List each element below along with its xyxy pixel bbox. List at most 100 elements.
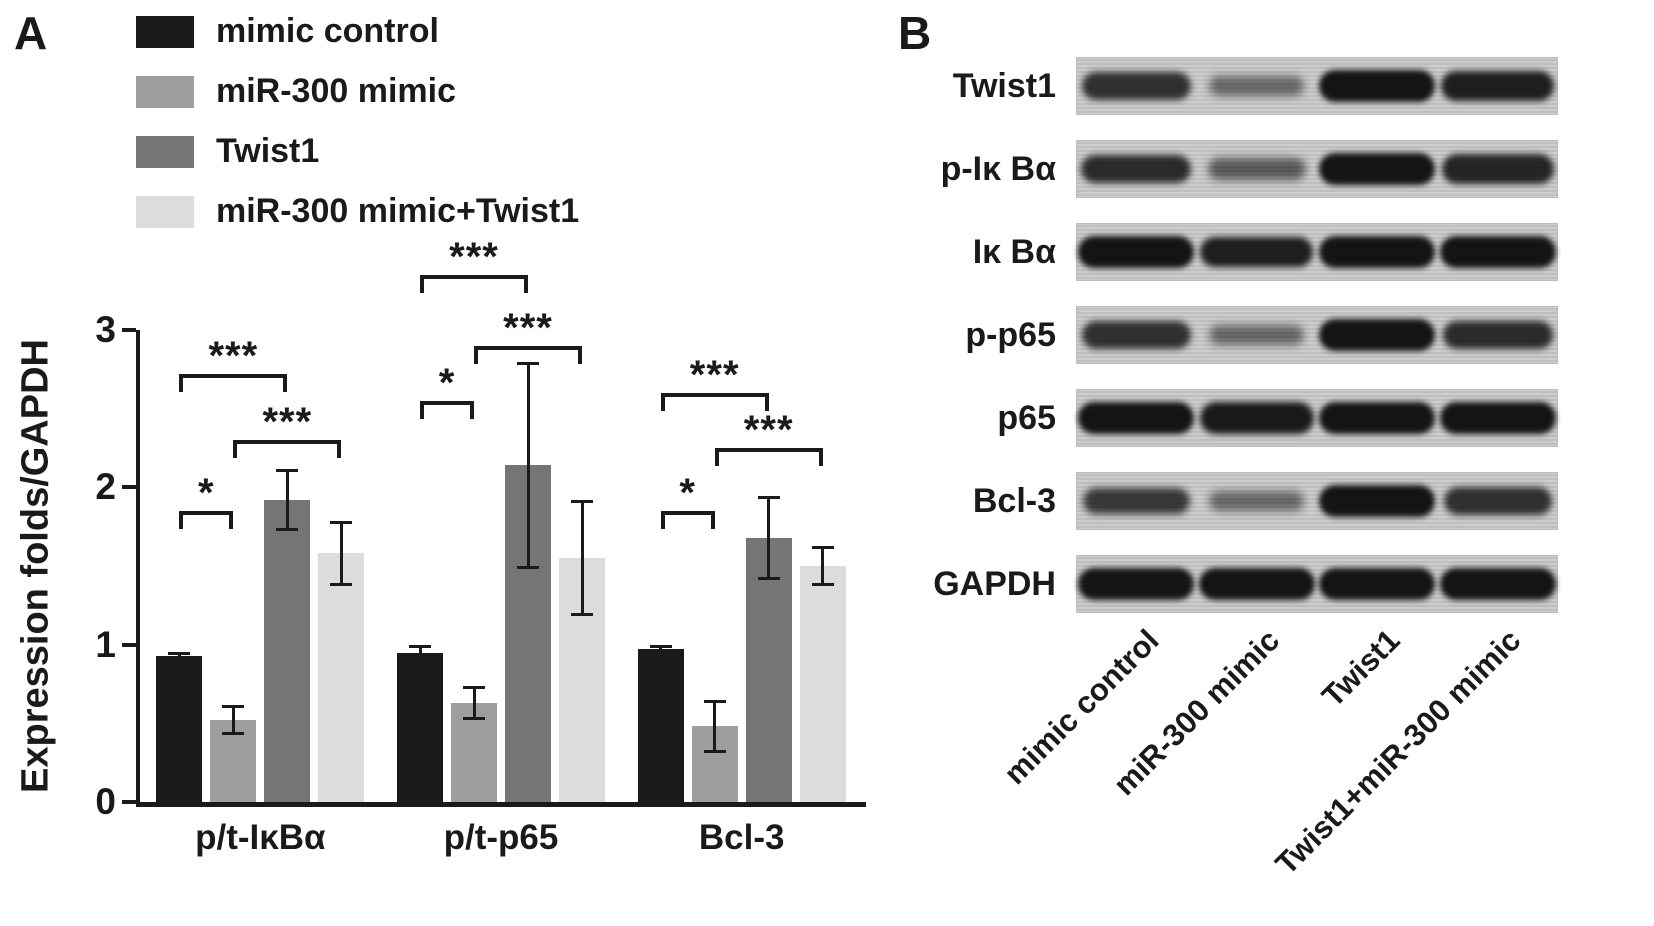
error-bar-cap <box>409 645 431 649</box>
significance-label: *** <box>743 408 794 452</box>
significance-bracket <box>233 440 342 459</box>
blot-band <box>1209 325 1305 345</box>
blot-band <box>1078 236 1195 268</box>
error-bar-cap <box>222 732 245 736</box>
error-bar <box>339 521 343 585</box>
legend-item: Twist1 <box>136 132 579 171</box>
error-bar-cap <box>276 527 299 531</box>
bar <box>637 649 684 802</box>
blot-band <box>1319 236 1436 268</box>
blot-row-label: Iκ Bα <box>972 233 1056 271</box>
significance-label: *** <box>689 352 740 397</box>
legend-label: miR-300 mimic <box>216 72 456 110</box>
y-tick-mark <box>122 485 136 490</box>
blot-row-label: p-p65 <box>965 316 1056 354</box>
error-bar-cap <box>330 520 353 524</box>
blot-band <box>1082 487 1190 515</box>
blot-row-label: GAPDH <box>933 565 1056 603</box>
blot-box <box>1076 472 1558 530</box>
significance-label: *** <box>262 400 313 445</box>
blot-band <box>1078 402 1195 434</box>
y-tick-mark <box>122 328 136 332</box>
blot-band <box>1319 402 1436 434</box>
significance-bracket <box>714 448 823 466</box>
blot-row-label: Bcl-3 <box>972 482 1056 520</box>
error-bar <box>526 363 530 568</box>
blot-row-label: p-Iκ Bα <box>940 150 1056 188</box>
y-tick-label: 3 <box>95 309 116 350</box>
bar <box>745 537 792 802</box>
error-bar <box>659 646 663 653</box>
y-tick-label: 1 <box>95 623 116 665</box>
blot-band <box>1198 568 1315 600</box>
blot-band <box>1443 487 1552 515</box>
significance-label: *** <box>503 305 553 350</box>
blot-band <box>1439 236 1556 268</box>
x-axis <box>136 802 866 807</box>
lane-label: Twist1+miR-300 mimic <box>1268 622 1528 882</box>
blot-band <box>1207 158 1306 180</box>
error-bar-cap <box>276 469 299 473</box>
y-tick-mark <box>122 642 136 647</box>
bar <box>318 553 365 802</box>
error-bar-cap <box>463 716 485 720</box>
significance-bracket <box>660 392 769 411</box>
legend-item: mimic control <box>136 12 579 51</box>
blot-box <box>1076 389 1558 447</box>
x-category-label: Bcl-3 <box>698 818 785 857</box>
y-tick-label: 2 <box>95 466 116 508</box>
blot-box <box>1076 306 1558 364</box>
error-bar-cap <box>409 656 431 660</box>
error-bar-cap <box>703 749 726 753</box>
error-bar-cap <box>517 565 539 569</box>
error-bar-cap <box>517 362 539 366</box>
error-bar <box>285 470 289 530</box>
error-bar-cap <box>811 582 834 586</box>
error-bar-cap <box>168 651 191 655</box>
legend-swatch <box>136 75 194 108</box>
blot-row-label: Twist1 <box>952 67 1056 105</box>
error-bar-cap <box>811 546 834 550</box>
bar <box>156 655 203 802</box>
error-bar <box>177 652 181 659</box>
bar <box>264 499 311 802</box>
blot-band <box>1319 70 1436 102</box>
error-bar <box>231 706 235 735</box>
bar <box>799 566 846 802</box>
legend-swatch <box>136 195 194 228</box>
x-category-label: p/t-IκBα <box>195 818 326 857</box>
blot-band <box>1439 402 1556 434</box>
error-bar-cap <box>330 582 353 586</box>
blot-band <box>1199 402 1314 434</box>
blot-band <box>1081 154 1192 184</box>
error-bar-cap <box>757 576 780 580</box>
y-tick-mark <box>122 800 136 804</box>
error-bar <box>713 701 717 752</box>
y-tick-label: 0 <box>95 781 116 822</box>
error-bar-cap <box>703 700 726 704</box>
blot-band <box>1209 491 1305 511</box>
blot-band <box>1078 568 1195 600</box>
error-bar <box>418 646 422 659</box>
legend-label: mimic control <box>216 12 439 50</box>
significance-label: * <box>198 470 215 515</box>
error-bar-cap <box>463 686 485 690</box>
blot-band <box>1200 236 1314 268</box>
error-bar-cap <box>757 495 780 499</box>
legend-item: miR-300 mimic <box>136 72 579 111</box>
legend-item: miR-300 mimic+Twist1 <box>136 192 579 231</box>
significance-bracket <box>179 510 234 529</box>
blot-band <box>1209 76 1305 96</box>
significance-label: * <box>438 360 456 405</box>
blot-band <box>1319 485 1436 517</box>
error-bar-cap <box>168 656 191 660</box>
blot-band <box>1082 321 1191 349</box>
significance-bracket <box>179 374 288 393</box>
blot-box <box>1076 140 1558 198</box>
blot-band <box>1319 153 1436 185</box>
bar <box>397 652 443 802</box>
blot-band <box>1442 320 1553 350</box>
blot-box <box>1076 223 1558 281</box>
